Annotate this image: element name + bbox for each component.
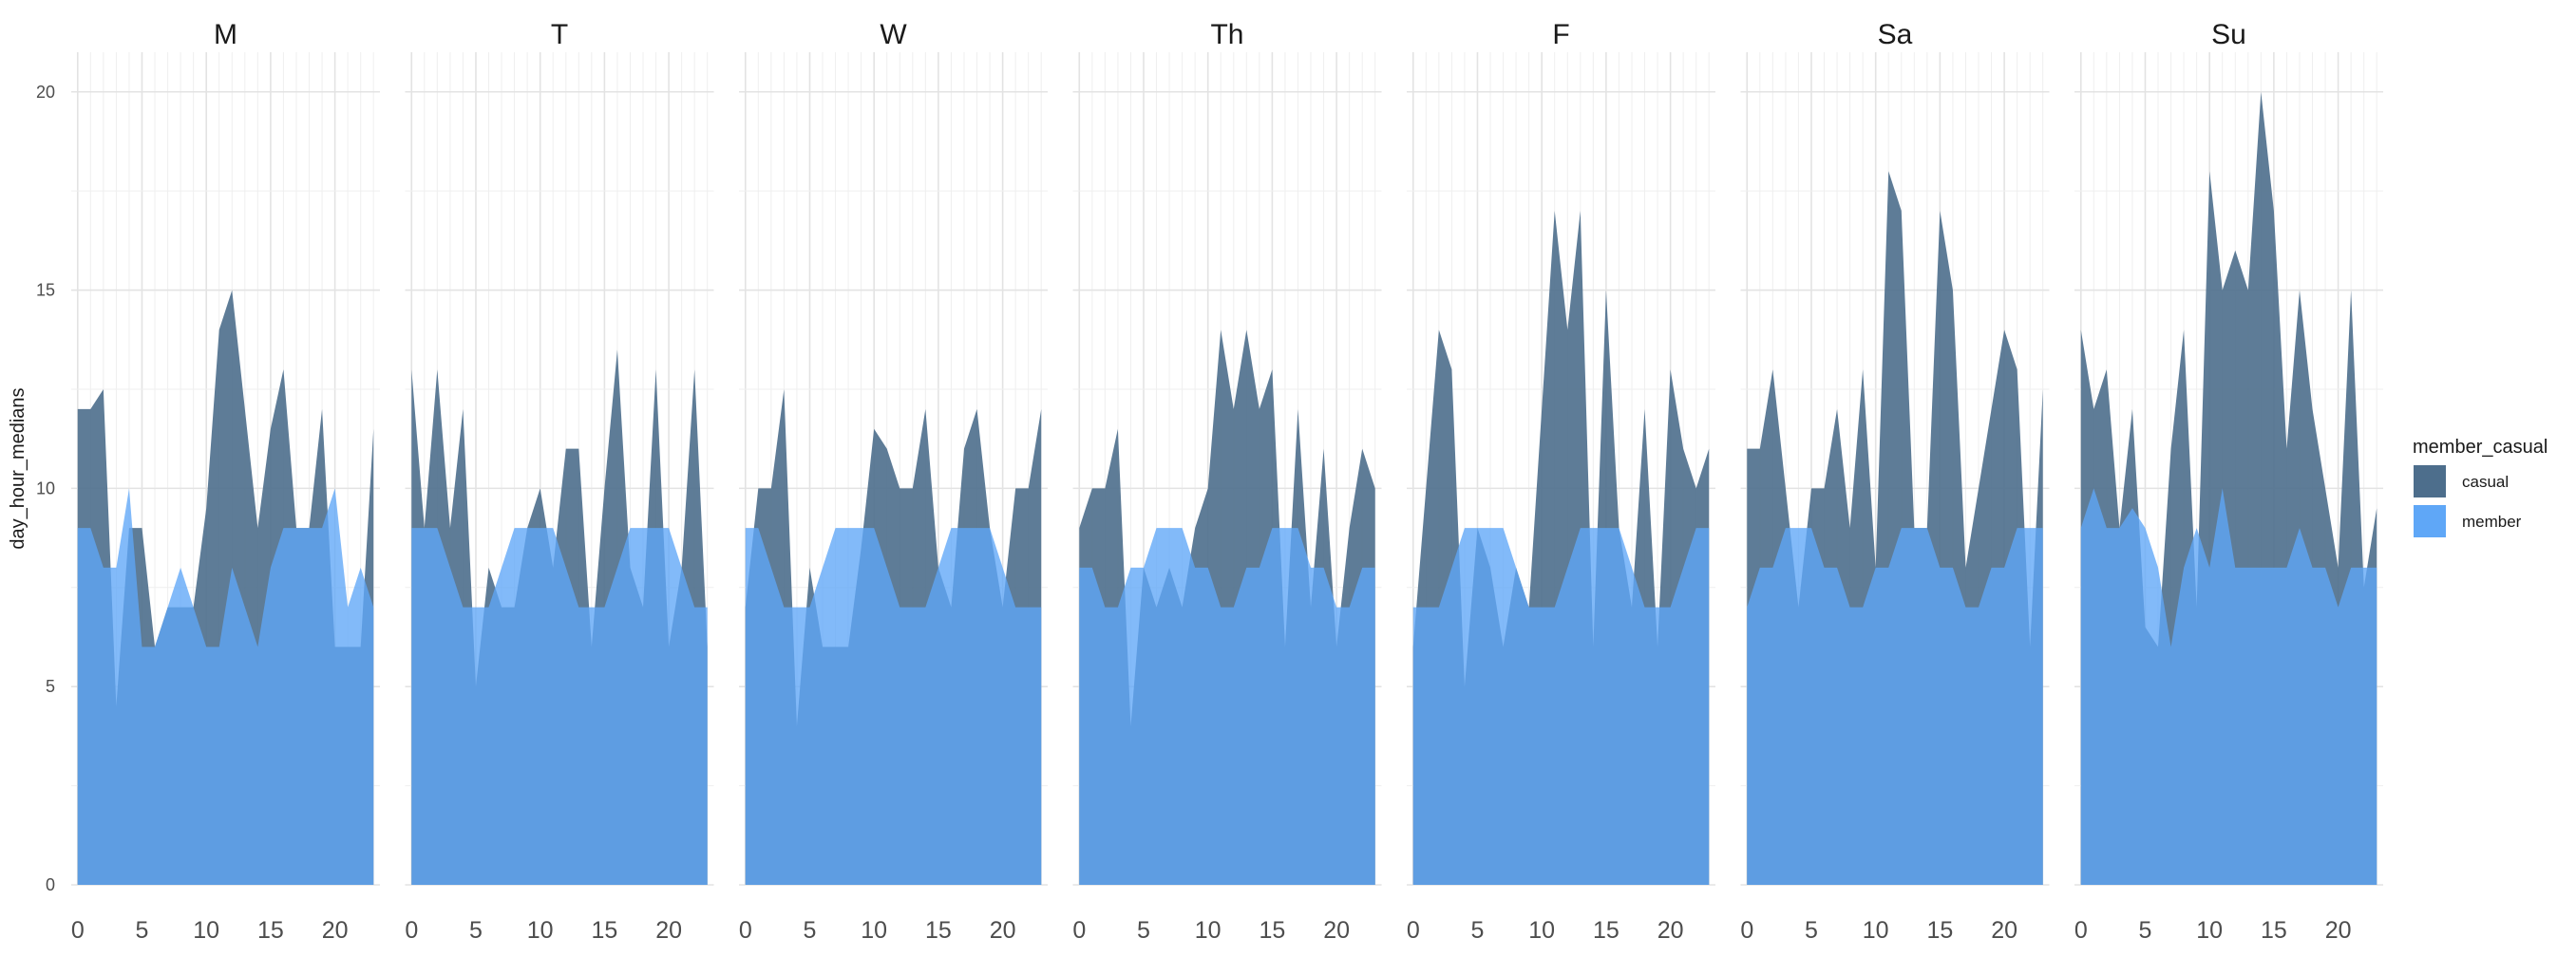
- x-tick-label: 10: [861, 917, 887, 944]
- facet-label: Th: [1210, 19, 1243, 50]
- x-tick-label: 20: [1323, 917, 1350, 944]
- x-tick-label: 15: [257, 917, 284, 944]
- y-tick-label: 5: [46, 677, 55, 696]
- y-tick-label: 15: [36, 281, 55, 300]
- x-tick-label: 0: [71, 917, 85, 944]
- x-tick-label: 5: [2139, 917, 2152, 944]
- member-area: [411, 528, 708, 885]
- x-tick-label: 10: [1195, 917, 1222, 944]
- x-tick-label: 10: [1863, 917, 1889, 944]
- panel-Su: Su 0 5 10 15 20: [2074, 19, 2383, 944]
- x-tick-label: 10: [527, 917, 554, 944]
- x-tick-label: 20: [322, 917, 349, 944]
- member-area: [1747, 528, 2043, 885]
- panel-Th: Th 0 5 10 15 20: [1072, 19, 1382, 944]
- x-tick-label: 15: [925, 917, 952, 944]
- legend-swatch-member: [2414, 505, 2446, 537]
- x-tick-label: 5: [1471, 917, 1485, 944]
- x-tick-label: 15: [2261, 917, 2287, 944]
- facet-label: M: [214, 19, 237, 50]
- x-tick-label: 10: [1528, 917, 1555, 944]
- y-tick-label: 10: [36, 478, 55, 497]
- legend-label-member: member: [2462, 513, 2522, 531]
- x-tick-label: 15: [1259, 917, 1285, 944]
- x-tick-label: 10: [193, 917, 219, 944]
- panel-Sa: Sa 0 5 10 15 20: [1740, 19, 2050, 944]
- y-axis-label: day_hour_medians: [8, 387, 28, 549]
- facet-label: Sa: [1878, 19, 1913, 50]
- x-tick-label: 0: [1740, 917, 1753, 944]
- x-tick-label: 5: [1137, 917, 1150, 944]
- x-tick-label: 0: [739, 917, 752, 944]
- panel-T: T 0 5 10 15 20: [405, 19, 714, 944]
- legend-swatch-casual: [2414, 465, 2446, 497]
- panel-W: W 0 5 10 15 20: [739, 19, 1048, 944]
- facet-label: W: [880, 19, 907, 50]
- x-tick-label: 5: [469, 917, 483, 944]
- x-tick-label: 15: [1593, 917, 1619, 944]
- x-tick-label: 20: [2325, 917, 2352, 944]
- facet-label: T: [551, 19, 568, 50]
- panel-F: F 0 5 10 15 20: [1407, 19, 1715, 944]
- x-tick-label: 5: [1805, 917, 1818, 944]
- y-tick-label: 20: [36, 83, 55, 102]
- x-tick-label: 0: [405, 917, 418, 944]
- facet-label: Su: [2211, 19, 2246, 50]
- x-tick-label: 20: [1991, 917, 2017, 944]
- member-area: [745, 528, 1042, 885]
- x-tick-label: 5: [136, 917, 149, 944]
- panel-M: M 0 5 10 15 20: [71, 19, 380, 944]
- legend-label-casual: casual: [2462, 473, 2509, 491]
- x-tick-label: 0: [1072, 917, 1086, 944]
- x-tick-label: 10: [2196, 917, 2223, 944]
- legend-title: member_casual: [2413, 437, 2548, 458]
- facet-label: F: [1552, 19, 1569, 50]
- member-area: [1412, 528, 1710, 885]
- x-tick-label: 0: [1407, 917, 1420, 944]
- x-tick-label: 20: [1657, 917, 1684, 944]
- y-tick-label: 0: [46, 875, 55, 894]
- member-area: [1079, 528, 1375, 885]
- x-tick-label: 15: [1926, 917, 1953, 944]
- x-tick-label: 20: [990, 917, 1016, 944]
- member-area: [2080, 488, 2377, 885]
- x-tick-label: 0: [2074, 917, 2088, 944]
- x-tick-label: 5: [804, 917, 817, 944]
- x-tick-label: 15: [591, 917, 617, 944]
- x-tick-label: 20: [655, 917, 682, 944]
- member-area: [77, 488, 374, 885]
